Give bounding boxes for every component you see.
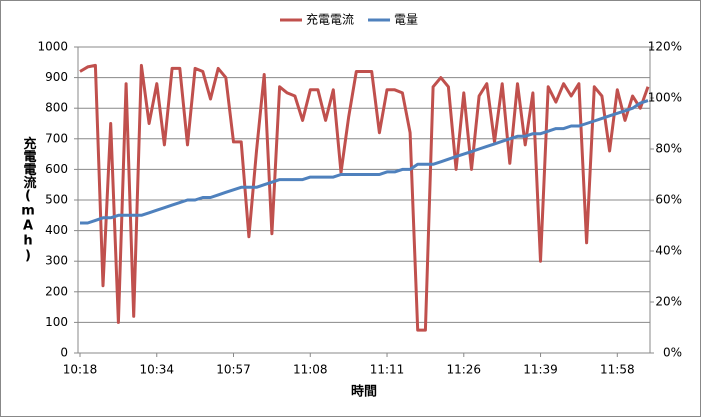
x-tick-label: 10:18 [63,363,98,377]
y-tick-label: 600 [45,162,68,176]
y-tick-label: 800 [45,101,68,115]
y-tick-label: 400 [45,223,68,237]
series-line [79,63,650,332]
y2-tick-label: 60% [655,193,682,207]
y2-tick-label: 100% [648,91,682,105]
series-line [80,99,649,225]
x-tick-label: 11:26 [446,363,481,377]
x-tick-label: 10:57 [216,363,251,377]
y-tick-label: 0 [60,346,68,360]
y-tick-label: 200 [45,284,68,298]
y-tick-label: 100 [45,315,68,329]
x-axis-title: 時間 [351,384,377,400]
legend-label: 充電電流 [306,12,354,27]
y2-tick-label: 120% [648,40,682,54]
x-tick-label: 11:58 [600,363,635,377]
x-tick-label: 11:39 [523,363,558,377]
y-tick-label: 500 [45,193,68,207]
y2-tick-label: 80% [655,142,682,156]
y-tick-label: 700 [45,131,68,145]
y2-tick-label: 20% [655,295,682,309]
y-axis-title: 充電電流(mAh) [21,136,37,264]
y-tick-label: 1000 [37,40,68,54]
y-tick-label: 900 [45,70,68,84]
y2-tick-label: 40% [655,244,682,258]
x-tick-label: 10:34 [139,363,174,377]
y-tick-label: 300 [45,254,68,268]
legend-label: 電量 [394,13,418,27]
x-tick-label: 11:11 [370,363,405,377]
y2-tick-label: 0% [663,346,682,360]
x-tick-label: 11:08 [293,363,328,377]
